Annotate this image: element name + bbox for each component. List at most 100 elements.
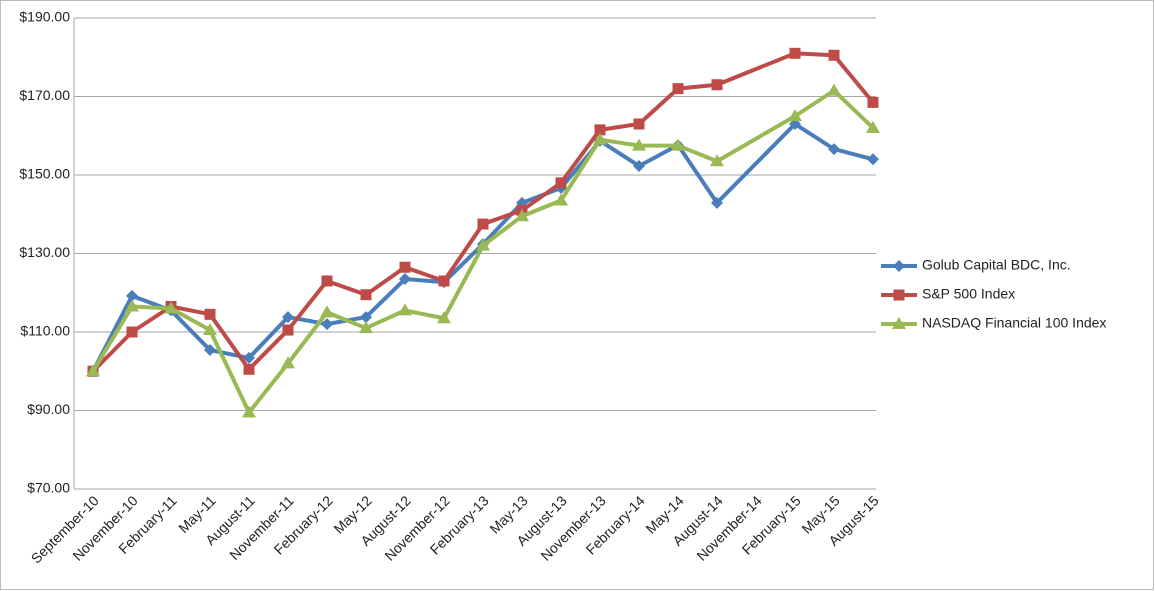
- legend-label: Golub Capital BDC, Inc.: [922, 257, 1071, 273]
- y-tick-label: $190.00: [19, 9, 70, 25]
- marker: [321, 275, 333, 287]
- line-segment: [364, 265, 407, 297]
- line-segment: [208, 313, 251, 371]
- marker: [828, 49, 840, 61]
- line-segment: [715, 122, 797, 205]
- marker: [204, 308, 216, 320]
- line-segment: [715, 114, 797, 163]
- marker: [476, 238, 490, 251]
- y-tick-label: $130.00: [19, 244, 70, 260]
- line-segment: [638, 143, 679, 168]
- marker: [164, 301, 178, 314]
- marker: [281, 356, 295, 369]
- marker: [282, 311, 294, 324]
- marker: [788, 109, 802, 122]
- marker: [632, 138, 646, 151]
- line-segment: [833, 147, 874, 162]
- legend-label: S&P 500 Index: [922, 286, 1015, 302]
- line-segment: [170, 306, 211, 332]
- y-tick-label: $90.00: [27, 401, 70, 417]
- line-segment: [716, 51, 796, 87]
- line-segment: [482, 208, 523, 226]
- marker: [554, 193, 568, 206]
- line-segment: [832, 89, 875, 130]
- line-segment: [677, 82, 718, 91]
- line-segment: [832, 54, 875, 104]
- line-segment: [326, 310, 367, 330]
- marker: [593, 132, 607, 145]
- line-segment: [599, 121, 640, 132]
- line-segment: [520, 181, 563, 212]
- line-segment: [130, 304, 173, 334]
- legend-label: NASDAQ Financial 100 Index: [922, 315, 1106, 331]
- line-segment: [442, 244, 485, 320]
- line-segment: [247, 315, 290, 360]
- series: [87, 47, 879, 377]
- line-segment: [598, 139, 641, 168]
- marker: [243, 363, 255, 375]
- marker: [633, 118, 645, 130]
- marker: [360, 311, 372, 324]
- line-segment: [286, 311, 329, 365]
- line-segment: [793, 122, 836, 151]
- marker: [789, 47, 801, 59]
- marker: [867, 96, 879, 108]
- line-segment: [247, 362, 290, 414]
- y-tick-label: $110.00: [20, 323, 70, 339]
- marker: [892, 317, 906, 329]
- line-segment: [247, 328, 290, 371]
- marker: [282, 324, 294, 336]
- line-segment: [91, 305, 134, 373]
- line-segment: [481, 201, 524, 246]
- line-segment: [676, 144, 719, 204]
- marker: [555, 177, 567, 189]
- y-tick-label: $70.00: [27, 480, 70, 496]
- line-segment: [404, 265, 445, 283]
- line-segment: [326, 279, 367, 297]
- marker: [398, 303, 412, 316]
- line-segment: [442, 222, 485, 283]
- series: [86, 83, 880, 418]
- line-segment: [364, 277, 407, 319]
- marker: [437, 311, 451, 324]
- marker: [438, 275, 450, 287]
- line-segment: [637, 87, 680, 126]
- marker: [359, 321, 373, 334]
- marker: [633, 159, 645, 172]
- line-segment: [208, 329, 251, 414]
- marker: [711, 79, 723, 91]
- marker: [203, 323, 217, 336]
- marker: [399, 261, 411, 273]
- marker: [828, 143, 840, 156]
- marker: [399, 273, 411, 286]
- marker: [710, 154, 724, 167]
- marker: [594, 124, 606, 136]
- line-segment: [559, 138, 602, 202]
- marker: [893, 260, 905, 272]
- marker: [893, 289, 905, 301]
- marker: [321, 318, 333, 331]
- marker: [866, 120, 880, 133]
- marker: [243, 351, 255, 364]
- marker: [477, 218, 489, 230]
- y-tick-label: $170.00: [19, 87, 70, 103]
- line-segment: [286, 279, 329, 332]
- line-segment: [365, 308, 406, 330]
- marker: [867, 153, 879, 166]
- line-segment: [404, 308, 445, 321]
- marker: [126, 326, 138, 338]
- marker: [126, 289, 138, 302]
- line-segment: [677, 143, 718, 164]
- line-segment: [521, 198, 562, 219]
- marker: [86, 364, 100, 377]
- line-segment: [170, 304, 211, 317]
- line-segment: [131, 304, 172, 311]
- marker: [360, 289, 372, 301]
- line-segment: [559, 128, 602, 185]
- line-segment: [169, 309, 212, 352]
- line-segment: [599, 137, 640, 148]
- line-segment: [209, 348, 250, 360]
- y-tick-label: $150.00: [19, 166, 70, 182]
